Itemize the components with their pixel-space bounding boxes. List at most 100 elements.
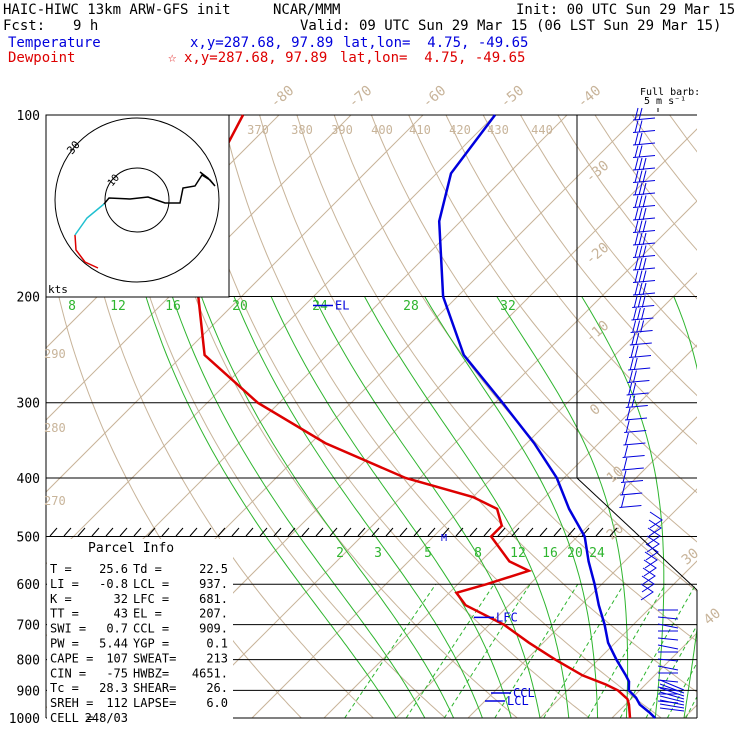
wind-barb-flag xyxy=(642,182,647,196)
wind-barb-flag xyxy=(622,470,627,483)
hodograph-trace-black xyxy=(103,171,216,205)
parcel-info-value: 213 xyxy=(206,651,228,665)
isotherm-line xyxy=(251,272,697,719)
parcel-info-key: LAPSE= xyxy=(133,696,176,710)
parcel-info-key: CELL = xyxy=(50,711,93,725)
wind-barb-flag xyxy=(638,157,643,171)
wind-barb-staff xyxy=(627,380,650,383)
fcst-value: 9 h xyxy=(73,18,99,34)
adiabat-tick-label: 280 xyxy=(44,421,66,435)
pressure-tick-label: 900 xyxy=(17,684,40,699)
isobar-tick xyxy=(175,527,184,537)
isobar-tick xyxy=(399,527,408,537)
barb-legend-line1: Full barb: xyxy=(640,87,700,98)
dry-adiabat-line xyxy=(370,115,697,543)
wind-barb-staff xyxy=(631,317,654,321)
parcel-info-key: CIN = xyxy=(50,666,86,680)
isobar-tick xyxy=(469,527,478,537)
wind-barb-chevron xyxy=(646,535,660,553)
wind-barb-flag xyxy=(642,245,647,258)
wind-barb-flag xyxy=(634,232,639,246)
wind-barb-staff xyxy=(626,392,649,396)
wind-barb-staff xyxy=(619,505,642,508)
center-label: NCAR/MMM xyxy=(273,2,341,18)
valid-time: Valid: 09 UTC Sun 29 Mar 15 (06 LST Sun … xyxy=(300,18,722,34)
wind-barb-flag xyxy=(638,270,643,283)
dry-adiabat-line xyxy=(445,115,697,445)
isobar-tick xyxy=(189,527,198,537)
wind-barb-flag xyxy=(638,282,643,296)
dry-adiabat-line xyxy=(72,115,374,719)
wind-barb-staff xyxy=(632,267,656,271)
wind-barb-staff xyxy=(624,417,648,421)
wind-barb-chevron xyxy=(642,567,656,585)
parcel-info-value: 207. xyxy=(199,607,228,621)
legend-dewpoint-latlon: lat,lon= 4.75, -49.65 xyxy=(340,50,526,66)
wind-barb-flag xyxy=(621,482,626,496)
wind-barb-staff xyxy=(659,679,685,691)
hodograph-trace-red xyxy=(74,234,99,269)
wind-barb-flag xyxy=(634,182,639,196)
wind-barb-flag xyxy=(638,170,643,183)
wind-barb-flag xyxy=(631,332,636,346)
right-axis-notch xyxy=(576,477,698,591)
pressure-tick-label: 800 xyxy=(17,654,40,669)
temperature-tick-label: -80 xyxy=(268,83,298,112)
isobar-tick xyxy=(329,527,338,537)
wind-barb-flag xyxy=(633,295,638,308)
dry-adiabat-line xyxy=(259,115,697,693)
mixing-ratio-line xyxy=(587,583,666,719)
parcel-info-value: 28.3 xyxy=(99,681,128,695)
isobar-tick xyxy=(63,527,72,537)
wind-barb-flag xyxy=(636,320,641,333)
moist-adiabat-line xyxy=(424,296,599,719)
isotherm-line xyxy=(46,115,424,493)
parcel-info-key: PW = xyxy=(50,637,79,651)
temperature-tick-label: -60 xyxy=(420,83,450,112)
isobar-tick xyxy=(343,527,352,537)
temperature-tick-label: -50 xyxy=(498,83,528,112)
moist-adiabat-line xyxy=(673,296,697,719)
wind-barb-staff xyxy=(632,130,656,133)
isobar-tick xyxy=(595,527,604,537)
temperature-profile xyxy=(437,114,657,719)
wind-barb-staff xyxy=(632,205,656,208)
barb-legend-line2: 5 m s⁻¹ xyxy=(644,96,686,107)
mixing-ratio-line xyxy=(405,583,495,719)
dry-adiabat-line xyxy=(669,115,697,153)
wind-barb-flag xyxy=(638,207,643,221)
isotherm-line xyxy=(539,560,697,719)
parcel-info-key: LFC = xyxy=(133,592,169,606)
parcel-info-key: CCL = xyxy=(133,622,169,636)
parcel-info-value: 43 xyxy=(114,607,128,621)
parcel-info-key: SWI = xyxy=(50,622,86,636)
mixing-ratio-label: 5 xyxy=(424,546,432,561)
wind-barb-staff xyxy=(621,467,644,471)
wind-barb-flag xyxy=(637,295,642,308)
wind-barb-staff xyxy=(659,707,685,712)
isobar-tick xyxy=(49,527,58,537)
adiabat-tick-label: 290 xyxy=(44,347,66,361)
isotherm-line xyxy=(46,115,352,421)
isotherm-line xyxy=(179,200,697,719)
wind-barb-staff xyxy=(632,292,656,296)
adiabat-tick-label: 370 xyxy=(247,123,269,137)
wind-barb-flag xyxy=(631,395,636,408)
parcel-info-value: 107 xyxy=(106,651,128,665)
isobar-tick xyxy=(203,527,212,537)
wind-barb-staff xyxy=(632,180,656,183)
mixing-ratio-line xyxy=(494,583,579,719)
pressure-tick-label: 300 xyxy=(17,397,40,412)
mixing-ratio-label: 16 xyxy=(165,299,181,314)
moist-adiabat-line xyxy=(713,297,740,719)
dry-adiabat-line xyxy=(147,115,518,719)
isobar-tick xyxy=(147,527,156,537)
parcel-info-key: EL = xyxy=(133,607,162,621)
parcel-info-value: 0.7 xyxy=(106,622,128,636)
isobar-tick xyxy=(315,527,324,537)
wind-barb-flag xyxy=(627,395,632,408)
wind-barb-flag xyxy=(624,432,629,446)
wind-barb-staff xyxy=(620,492,643,496)
temperature-tick-label: -20 xyxy=(583,240,613,269)
